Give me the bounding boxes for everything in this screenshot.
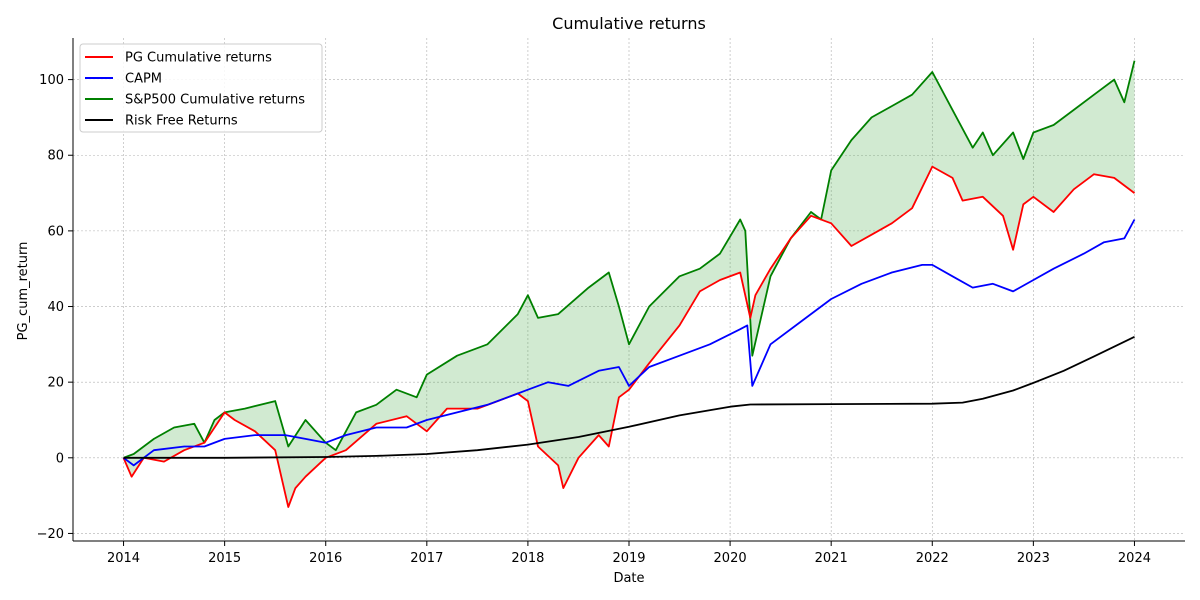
y-tick-label: 20 xyxy=(47,376,64,391)
x-tick-label: 2017 xyxy=(410,551,443,566)
series-line-s-p500-cumulative-returns xyxy=(123,60,1136,459)
y-tick-label: −20 xyxy=(37,527,64,542)
y-tick-label: 60 xyxy=(47,224,64,239)
y-axis-label: PG_cum_return xyxy=(16,242,31,341)
fill-between-area xyxy=(123,60,1135,507)
x-tick-label: 2023 xyxy=(1017,551,1050,566)
x-tick-label: 2024 xyxy=(1118,551,1151,566)
y-ticks: −20 0 20 40 60 80 100 xyxy=(37,73,73,542)
x-tick-label: 2016 xyxy=(309,551,342,566)
series-line-pg-cumulative-returns xyxy=(122,165,1136,508)
x-tick-label: 2019 xyxy=(612,551,645,566)
x-tick-label: 2015 xyxy=(208,551,241,566)
series-lines xyxy=(122,60,1136,508)
x-tick-label: 2014 xyxy=(107,551,140,566)
x-tick-label: 2020 xyxy=(714,551,747,566)
x-tick-label: 2022 xyxy=(916,551,949,566)
y-tick-label: 100 xyxy=(39,73,64,88)
y-tick-label: 40 xyxy=(47,300,64,315)
legend-label-capm: CAPM xyxy=(125,72,162,87)
series-line-risk-free-returns xyxy=(123,335,1135,459)
y-tick-label: 0 xyxy=(56,451,64,466)
legend-label-pg-cumulative-returns: PG Cumulative returns xyxy=(125,51,272,66)
x-ticks: 2014 2015 2016 2017 2018 2019 2020 2021 2022 2023… xyxy=(107,541,1151,566)
legend-label-risk-free-returns: Risk Free Returns xyxy=(125,114,238,129)
series-line-capm xyxy=(122,219,1136,467)
y-tick-label: 80 xyxy=(47,149,64,164)
legend-label-s-p500-cumulative-returns: S&P500 Cumulative returns xyxy=(125,93,305,108)
x-tick-label: 2018 xyxy=(511,551,544,566)
x-axis-label: Date xyxy=(613,571,644,586)
chart-title: Cumulative returns xyxy=(552,14,706,33)
legend: PG Cumulative returns CAPM S&P500 Cumulati… xyxy=(79,43,323,133)
legend-box xyxy=(79,43,323,133)
x-tick-label: 2021 xyxy=(815,551,848,566)
